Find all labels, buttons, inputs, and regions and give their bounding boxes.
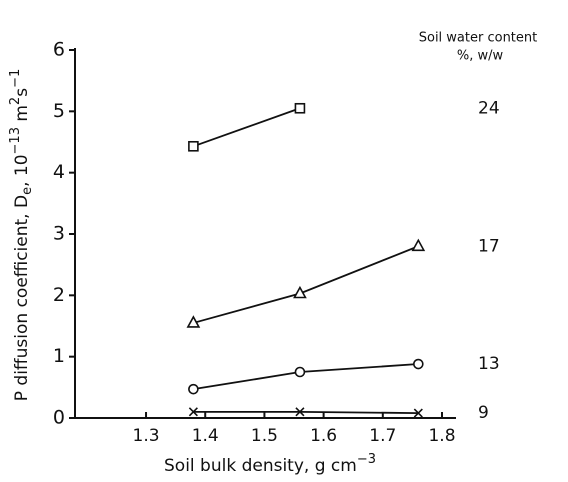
marker	[294, 366, 306, 378]
y-tick-label: 6	[53, 39, 65, 61]
x-tick-label: 1.6	[310, 426, 337, 446]
y-tick-label: 0	[53, 407, 65, 429]
legend-title: Soil water content	[419, 31, 538, 46]
series-line	[193, 107, 301, 148]
marker	[188, 383, 199, 395]
marker	[294, 102, 306, 114]
series-label: 13	[478, 354, 500, 374]
y-axis-label: P diffusion coefficient, De, 10−13 m2s−1	[8, 69, 35, 402]
y-tick-label: 5	[53, 100, 65, 122]
x-tick-label: 1.3	[133, 426, 160, 446]
y-tick-label: 2	[53, 284, 65, 306]
marker	[188, 140, 199, 152]
marker	[293, 285, 307, 299]
x-tick-label: 1.8	[428, 426, 455, 446]
marker	[413, 408, 423, 418]
series-line	[193, 363, 419, 391]
marker	[413, 358, 424, 370]
series-line	[193, 245, 419, 324]
x-axis-label: Soil bulk density, g cm−3	[164, 452, 376, 477]
y-tick-label: 3	[53, 223, 65, 245]
x-tick-label: 1.4	[192, 426, 219, 446]
marker	[186, 315, 201, 328]
series-line	[193, 410, 419, 414]
marker	[295, 407, 305, 417]
marker	[188, 407, 198, 417]
series-label: 17	[478, 236, 500, 256]
y-tick-label: 1	[53, 345, 65, 367]
legend-title: %, w/w	[457, 49, 504, 64]
series-label: 9	[478, 403, 489, 423]
marker	[411, 238, 426, 252]
y-tick-label: 4	[53, 161, 65, 183]
series-label: 24	[478, 98, 500, 118]
x-tick-label: 1.5	[251, 426, 278, 446]
x-tick-label: 1.7	[369, 426, 396, 446]
